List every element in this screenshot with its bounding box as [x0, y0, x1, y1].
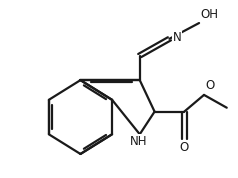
Text: N: N — [173, 32, 181, 44]
Text: O: O — [205, 79, 214, 92]
Text: NH: NH — [130, 135, 147, 148]
Text: OH: OH — [200, 8, 218, 21]
Text: O: O — [180, 141, 189, 154]
